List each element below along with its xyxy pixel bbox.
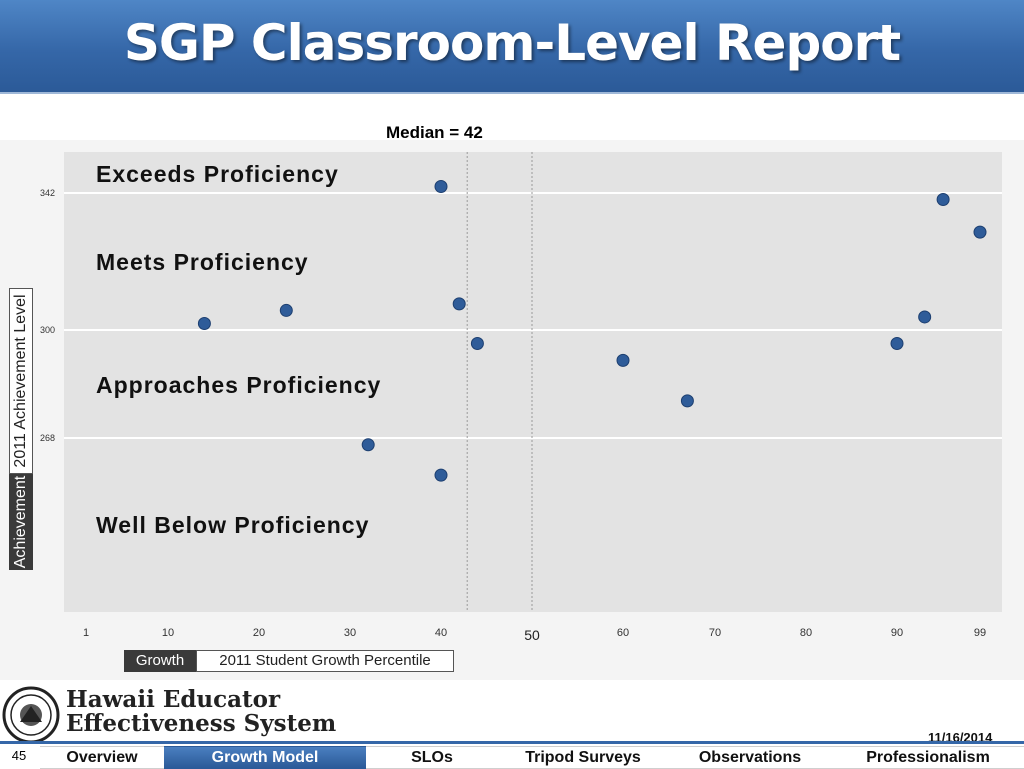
- x-tick-label: 70: [709, 627, 721, 639]
- x-axis-label-dark: Growth: [124, 650, 196, 672]
- data-point: [918, 310, 932, 324]
- x-tick-label: 1: [83, 627, 89, 639]
- scatter-chart: 268 300 342 1 10 20 30 40 50 60 70 80 90 99 Exceeds Pr…: [40, 152, 1002, 643]
- brand-line1: Hawaii Educator: [66, 686, 281, 713]
- band-label: Approaches Proficiency: [96, 372, 381, 398]
- band-label: Exceeds Proficiency: [96, 161, 339, 187]
- nav-slos[interactable]: SLOs: [366, 746, 498, 769]
- y-tick-label: 268: [40, 433, 55, 443]
- data-point: [434, 179, 448, 193]
- x-tick-label: 50: [524, 627, 540, 643]
- nav-observations[interactable]: Observations: [668, 746, 832, 769]
- nav-overview[interactable]: Overview: [40, 746, 164, 769]
- doe-seal-icon: [2, 686, 60, 744]
- data-point: [936, 193, 950, 207]
- data-point: [616, 353, 630, 367]
- data-point: [452, 297, 466, 311]
- y-axis-label-light: 2011 Achievement Level: [9, 288, 33, 474]
- slide-title: SGP Classroom-Level Report: [123, 14, 901, 72]
- x-tick-label: 90: [891, 627, 903, 639]
- slide-number: 45: [0, 744, 38, 768]
- y-tick-label: 300: [40, 325, 55, 335]
- plot-background: [64, 152, 1002, 612]
- data-point: [890, 337, 904, 350]
- median-label: Median = 42: [386, 123, 483, 142]
- nav-growth-model[interactable]: Growth Model: [164, 746, 366, 769]
- x-tick-label: 60: [617, 627, 629, 639]
- brand-logo: Hawaii Educator Effectiveness System: [66, 688, 336, 736]
- nav-professionalism[interactable]: Professionalism: [832, 746, 1024, 769]
- title-bar: SGP Classroom-Level Report: [0, 0, 1024, 94]
- nav-tripod-surveys[interactable]: Tripod Surveys: [498, 746, 668, 769]
- data-point: [361, 438, 375, 452]
- data-point: [470, 337, 484, 350]
- x-axis-label-light: 2011 Student Growth Percentile: [196, 650, 454, 672]
- brand-line2: Effectiveness System: [66, 710, 337, 737]
- y-axis-label: Achievement 2011 Achievement Level: [9, 288, 33, 570]
- data-point: [680, 394, 694, 408]
- data-point: [197, 316, 211, 330]
- y-axis-label-dark: Achievement: [9, 474, 33, 570]
- y-tick-label: 342: [40, 188, 55, 198]
- footer-divider: [0, 741, 1024, 744]
- x-tick-label: 99: [974, 627, 986, 639]
- band-label: Well Below Proficiency: [96, 512, 369, 538]
- x-tick-label: 20: [253, 627, 265, 639]
- data-point: [434, 468, 448, 482]
- data-point: [973, 225, 987, 239]
- x-tick-label: 10: [162, 627, 174, 639]
- band-label: Meets Proficiency: [96, 249, 309, 275]
- x-tick-label: 40: [435, 627, 447, 639]
- x-tick-label: 80: [800, 627, 812, 639]
- data-point: [279, 303, 293, 317]
- x-tick-label: 30: [344, 627, 356, 639]
